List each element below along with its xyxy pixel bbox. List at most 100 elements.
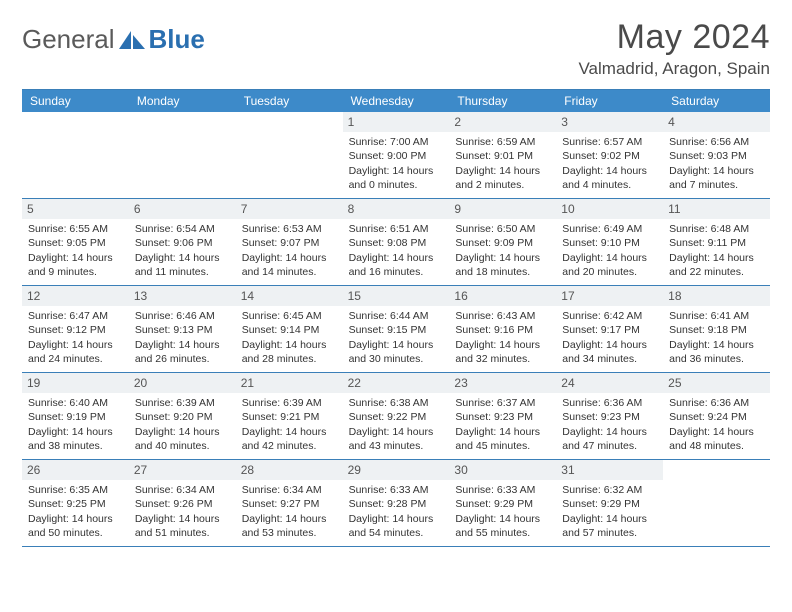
day-detail-line: Sunset: 9:13 PM (135, 323, 230, 337)
day-detail-line: Sunrise: 6:39 AM (135, 396, 230, 410)
day-detail-line: Sunrise: 6:37 AM (455, 396, 550, 410)
day-number: 27 (129, 460, 236, 480)
day-header-fri: Friday (556, 90, 663, 112)
day-cell: 7Sunrise: 6:53 AMSunset: 9:07 PMDaylight… (236, 199, 343, 285)
day-detail-line: Daylight: 14 hours and 53 minutes. (242, 512, 337, 540)
day-cell: 10Sunrise: 6:49 AMSunset: 9:10 PMDayligh… (556, 199, 663, 285)
day-detail-line: Daylight: 14 hours and 47 minutes. (562, 425, 657, 453)
day-detail-line: Sunset: 9:21 PM (242, 410, 337, 424)
day-cell: 1Sunrise: 7:00 AMSunset: 9:00 PMDaylight… (343, 112, 450, 198)
day-cell: 5Sunrise: 6:55 AMSunset: 9:05 PMDaylight… (22, 199, 129, 285)
day-detail-line: Sunrise: 6:36 AM (669, 396, 764, 410)
day-detail-line: Sunset: 9:07 PM (242, 236, 337, 250)
day-detail-line: Sunset: 9:12 PM (28, 323, 123, 337)
day-header-mon: Monday (129, 90, 236, 112)
day-detail-line: Sunrise: 6:36 AM (562, 396, 657, 410)
day-cell: 12Sunrise: 6:47 AMSunset: 9:12 PMDayligh… (22, 286, 129, 372)
day-cell: 11Sunrise: 6:48 AMSunset: 9:11 PMDayligh… (663, 199, 770, 285)
day-detail-line: Sunrise: 6:32 AM (562, 483, 657, 497)
day-number: 7 (236, 199, 343, 219)
day-detail-line: Sunrise: 6:33 AM (455, 483, 550, 497)
day-detail-line: Daylight: 14 hours and 7 minutes. (669, 164, 764, 192)
weeks-container: 1Sunrise: 7:00 AMSunset: 9:00 PMDaylight… (22, 112, 770, 547)
day-cell: 14Sunrise: 6:45 AMSunset: 9:14 PMDayligh… (236, 286, 343, 372)
day-detail-line: Daylight: 14 hours and 40 minutes. (135, 425, 230, 453)
week-row: 19 Sunrise: 6:40 AMSunset: 9:19 PM Dayligh… (22, 373, 770, 460)
day-cell: 31Sunrise: 6:32 AMSunset: 9:29 PMDayligh… (556, 460, 663, 546)
day-detail-line: Sunrise: 6:55 AM (28, 222, 123, 236)
day-detail-line: Daylight: 14 hours and 28 minutes. (242, 338, 337, 366)
day-number: 5 (22, 199, 129, 219)
day-header-thu: Thursday (449, 90, 556, 112)
logo-sail-icon (117, 29, 147, 51)
logo-text-general: General (22, 24, 115, 55)
day-number: 13 (129, 286, 236, 306)
logo: General Blue (22, 18, 205, 55)
logo-text-blue: Blue (149, 24, 205, 55)
day-detail-line: Daylight: 14 hours and 55 minutes. (455, 512, 550, 540)
day-detail-line: Sunrise: 6:34 AM (242, 483, 337, 497)
day-detail-line: Sunset: 9:09 PM (455, 236, 550, 250)
day-number: 19 (22, 373, 129, 393)
day-number: 22 (343, 373, 450, 393)
day-number: 15 (343, 286, 450, 306)
day-detail-line: Daylight: 14 hours and 4 minutes. (562, 164, 657, 192)
day-detail-line: Sunrise: 6:33 AM (349, 483, 444, 497)
day-number: 17 (556, 286, 663, 306)
day-detail-line: Sunrise: 6:59 AM (455, 135, 550, 149)
day-detail-line: Daylight: 14 hours and 57 minutes. (562, 512, 657, 540)
day-number: 2 (449, 112, 556, 132)
day-cell: 13Sunrise: 6:46 AMSunset: 9:13 PMDayligh… (129, 286, 236, 372)
day-detail-line: Sunset: 9:19 PM (28, 410, 123, 424)
day-detail-line: Sunset: 9:01 PM (455, 149, 550, 163)
week-row: 5Sunrise: 6:55 AMSunset: 9:05 PMDaylight… (22, 199, 770, 286)
day-detail-line: Daylight: 14 hours and 48 minutes. (669, 425, 764, 453)
day-header-wed: Wednesday (343, 90, 450, 112)
day-detail-line: Daylight: 14 hours and 36 minutes. (669, 338, 764, 366)
calendar-table: Sunday Monday Tuesday Wednesday Thursday… (22, 89, 770, 547)
day-detail-line: Sunrise: 6:51 AM (349, 222, 444, 236)
day-number: 14 (236, 286, 343, 306)
day-number: 18 (663, 286, 770, 306)
day-cell-empty (663, 460, 770, 546)
day-detail-line: Sunrise: 6:44 AM (349, 309, 444, 323)
day-cell: 22Sunrise: 6:38 AMSunset: 9:22 PMDayligh… (343, 373, 450, 459)
day-detail-line: Sunrise: 6:47 AM (28, 309, 123, 323)
day-number: 28 (236, 460, 343, 480)
day-number: 25 (663, 373, 770, 393)
day-number: 23 (449, 373, 556, 393)
day-detail-line: Sunset: 9:10 PM (562, 236, 657, 250)
day-detail-line: Sunset: 9:18 PM (669, 323, 764, 337)
week-row: 12Sunrise: 6:47 AMSunset: 9:12 PMDayligh… (22, 286, 770, 373)
day-cell: 15Sunrise: 6:44 AMSunset: 9:15 PMDayligh… (343, 286, 450, 372)
day-detail-line: Sunset: 9:27 PM (242, 497, 337, 511)
day-cell: 3Sunrise: 6:57 AMSunset: 9:02 PMDaylight… (556, 112, 663, 198)
day-cell: 24Sunrise: 6:36 AMSunset: 9:23 PMDayligh… (556, 373, 663, 459)
day-cell: 8Sunrise: 6:51 AMSunset: 9:08 PMDaylight… (343, 199, 450, 285)
day-cell: 16Sunrise: 6:43 AMSunset: 9:16 PMDayligh… (449, 286, 556, 372)
day-detail-line: Daylight: 14 hours and 43 minutes. (349, 425, 444, 453)
day-detail-line: Sunset: 9:20 PM (135, 410, 230, 424)
day-number: 3 (556, 112, 663, 132)
day-detail-line: Sunset: 9:16 PM (455, 323, 550, 337)
day-detail-line: Daylight: 14 hours and 45 minutes. (455, 425, 550, 453)
day-detail-line: Daylight: 14 hours and 50 minutes. (28, 512, 123, 540)
day-detail-line: Daylight: 14 hours and 14 minutes. (242, 251, 337, 279)
day-number: 11 (663, 199, 770, 219)
day-detail-line: Sunset: 9:15 PM (349, 323, 444, 337)
day-number: 31 (556, 460, 663, 480)
day-detail-line: Daylight: 14 hours and 54 minutes. (349, 512, 444, 540)
day-number: 16 (449, 286, 556, 306)
day-detail-line: Sunset: 9:28 PM (349, 497, 444, 511)
day-cell: 6Sunrise: 6:54 AMSunset: 9:06 PMDaylight… (129, 199, 236, 285)
day-detail-line: Daylight: 14 hours and 34 minutes. (562, 338, 657, 366)
month-title: May 2024 (578, 18, 770, 57)
day-cell: 9Sunrise: 6:50 AMSunset: 9:09 PMDaylight… (449, 199, 556, 285)
day-detail-line: Daylight: 14 hours and 16 minutes. (349, 251, 444, 279)
day-cell-empty (129, 112, 236, 198)
day-detail-line: Sunset: 9:14 PM (242, 323, 337, 337)
title-block: May 2024 Valmadrid, Aragon, Spain (578, 18, 770, 79)
day-detail-line: Sunrise: 6:40 AM (28, 396, 123, 410)
day-cell: 21Sunrise: 6:39 AMSunset: 9:21 PMDayligh… (236, 373, 343, 459)
location-text: Valmadrid, Aragon, Spain (578, 59, 770, 79)
